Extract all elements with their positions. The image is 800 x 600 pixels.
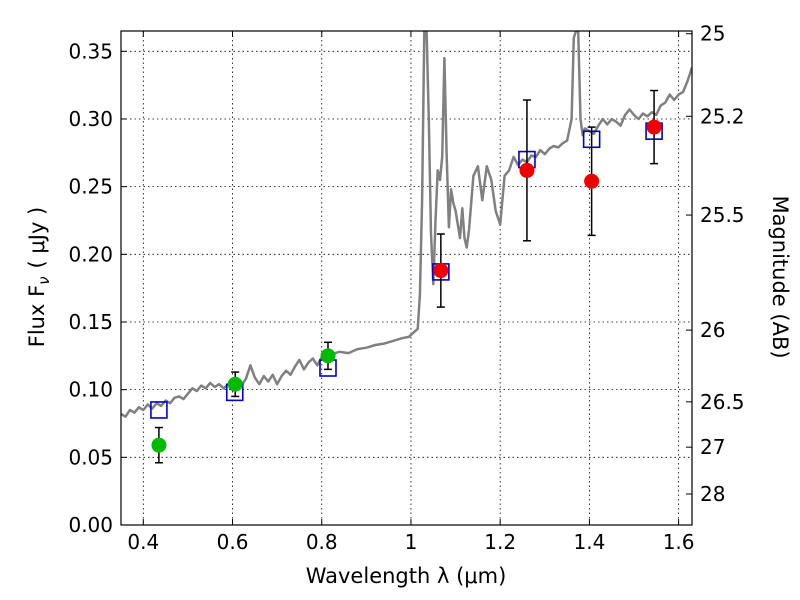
x-tick-label: 1 <box>405 530 418 554</box>
y-axis-label: Flux Fν ( μJy ) <box>25 207 53 348</box>
plot-frame <box>120 30 693 526</box>
y-axis-label-subscript: ν <box>35 276 53 284</box>
x-tick-label: 0.6 <box>217 530 249 554</box>
y-tick-label: 0.05 <box>68 445 113 469</box>
x-tick-label: 1.4 <box>573 530 605 554</box>
y-axis-label-units: ( μJy ) <box>25 207 49 269</box>
x-axis-label: Wavelength λ (μm) <box>306 564 507 588</box>
x-tick-label: 0.4 <box>127 530 159 554</box>
y-tick-label: 0.20 <box>68 242 113 266</box>
observed-photometry-point <box>584 173 600 189</box>
observed-photometry-point <box>646 119 662 135</box>
observed-photometry-point <box>433 263 449 279</box>
y-axis-label-main: Flux F <box>25 285 49 347</box>
spectrum-layer <box>121 31 692 418</box>
y-tick-label: 0.00 <box>68 513 113 537</box>
y-tick-label: 0.30 <box>68 107 113 131</box>
ticks-layer: 0.4 0.6 0.8 1 1.2 1.4 1.6 0.00 0.05 0.10 0.15 0.20 0… <box>68 22 744 554</box>
magnitude-axis-label: Magnitude (AB) <box>768 195 792 358</box>
magnitude-tick-label: 25.5 <box>700 203 745 227</box>
y-tick-label: 0.25 <box>68 175 113 199</box>
grid <box>121 31 692 526</box>
x-tick-label: 1.2 <box>484 530 516 554</box>
magnitude-tick-label: 26.5 <box>700 390 745 414</box>
spectrum-line <box>121 31 692 418</box>
x-tick-label: 0.8 <box>306 530 338 554</box>
magnitude-tick-label: 25.2 <box>700 104 745 128</box>
y-tick-label: 0.15 <box>68 310 113 334</box>
model-photometry-square <box>150 401 168 419</box>
magnitude-tick-label: 27 <box>700 435 725 459</box>
observed-photometry-point <box>227 376 243 392</box>
photometry-layer <box>150 89 663 464</box>
magnitude-tick-label: 26 <box>700 318 725 342</box>
observed-photometry-point <box>151 437 167 453</box>
y-tick-label: 0.35 <box>68 39 113 63</box>
x-tick-label: 1.6 <box>663 530 695 554</box>
magnitude-tick-label: 28 <box>700 482 725 506</box>
magnitude-tick-label: 25 <box>700 22 725 46</box>
y-tick-label: 0.10 <box>68 378 113 402</box>
observed-photometry-point <box>519 162 535 178</box>
observed-photometry-point <box>320 348 336 364</box>
